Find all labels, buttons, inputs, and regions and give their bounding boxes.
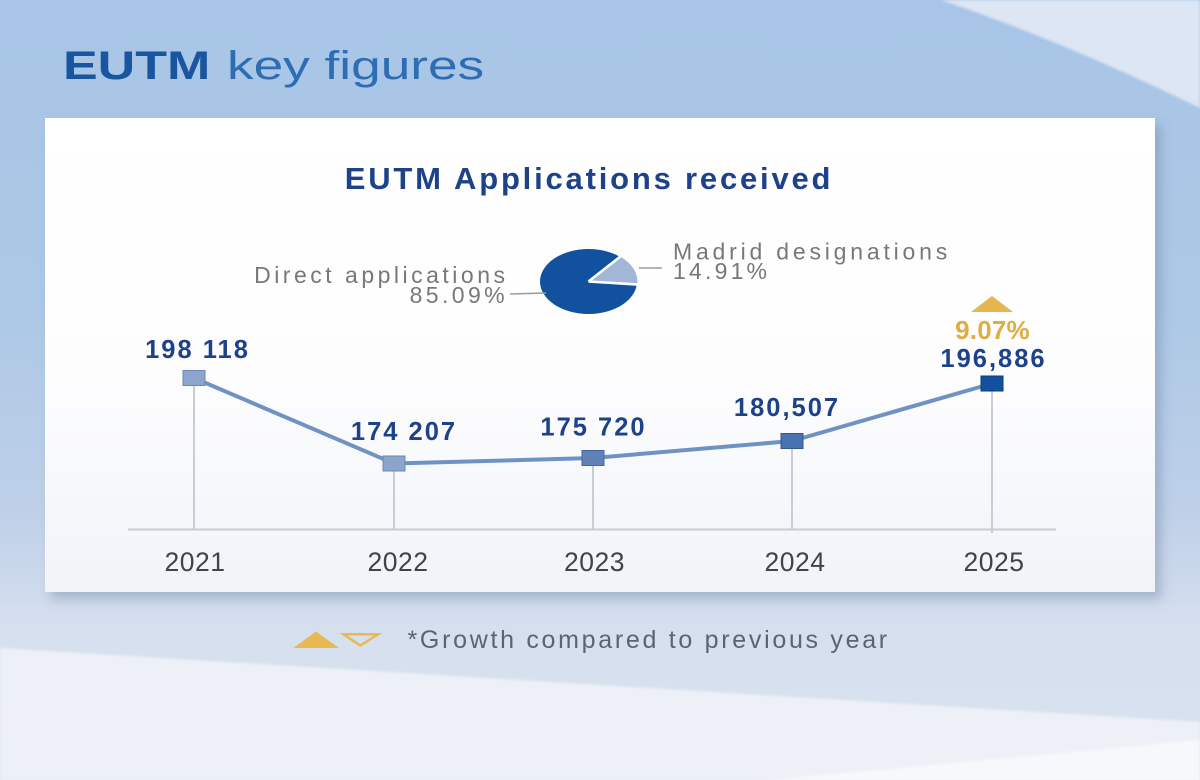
svg-text:EUTM: EUTM <box>63 43 210 88</box>
svg-text:EUTM Applications received: EUTM Applications received <box>345 161 834 196</box>
svg-text:196,886: 196,886 <box>940 345 1046 373</box>
svg-text:174 207: 174 207 <box>351 418 457 446</box>
svg-text:2023: 2023 <box>564 547 625 577</box>
svg-text:9.07%: 9.07% <box>955 315 1030 345</box>
svg-text:Madrid designations: Madrid designations <box>673 239 951 265</box>
svg-text:*Growth compared to previous y: *Growth compared to previous year <box>408 626 890 654</box>
svg-text:Direct applications: Direct applications <box>254 262 508 288</box>
svg-text:85.09%: 85.09% <box>410 282 508 308</box>
svg-text:2021: 2021 <box>165 547 226 577</box>
svg-text:180,507: 180,507 <box>734 394 840 422</box>
svg-text:175 720: 175 720 <box>540 414 646 442</box>
svg-text:14.91%: 14.91% <box>673 258 770 284</box>
svg-text:2022: 2022 <box>368 547 429 577</box>
svg-text:2024: 2024 <box>765 547 826 577</box>
svg-text:key figures: key figures <box>227 42 484 87</box>
svg-text:198 118: 198 118 <box>145 336 250 364</box>
svg-text:2025: 2025 <box>964 547 1025 577</box>
